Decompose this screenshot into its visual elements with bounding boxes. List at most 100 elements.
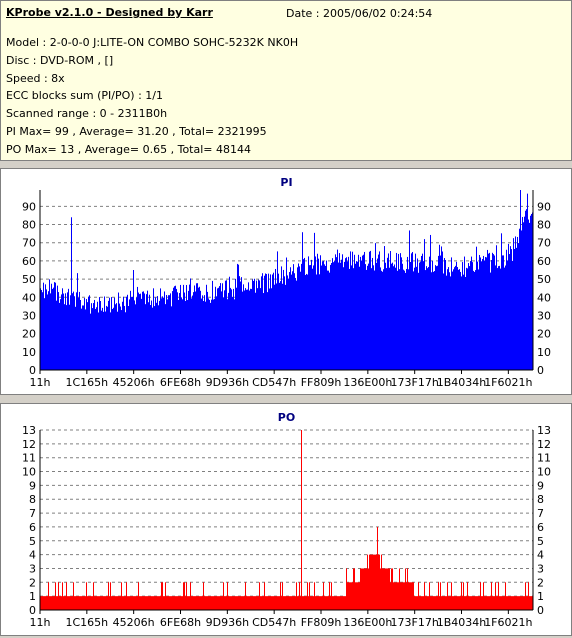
data-bar [459,596,460,610]
data-bar [438,255,439,370]
data-bar [58,582,59,610]
data-bar [326,260,327,370]
data-bar [70,596,71,610]
y-tick-label-right: 11 [537,452,551,465]
data-bar [342,254,343,370]
data-bar [43,282,44,370]
data-bar [133,270,134,370]
data-bar [283,269,284,370]
data-bar [134,596,135,610]
data-bar [208,298,209,370]
y-tick-label-left: 10 [22,466,36,479]
data-bar [428,596,429,610]
data-bar [513,596,514,610]
y-tick-label-left: 0 [29,604,36,617]
data-bar [343,267,344,370]
data-bar [85,596,86,610]
x-tick-label: 45206h [113,616,155,629]
data-bar [522,216,523,370]
data-bar [302,232,303,370]
data-bar [198,596,199,610]
data-bar [380,568,381,610]
data-bar [200,290,201,370]
data-bar [217,596,218,610]
data-bar [117,311,118,370]
data-bar [520,596,521,610]
data-bar [158,305,159,370]
data-bar [164,291,165,370]
data-bar [257,288,258,370]
data-bar [516,247,517,370]
y-tick-label-left: 50 [22,273,36,286]
data-bar [187,596,188,610]
data-bar [267,596,268,610]
y-tick-label-left: 40 [22,291,36,304]
data-bar [129,596,130,610]
data-bar [192,295,193,370]
data-bar [91,596,92,610]
data-bar [159,300,160,370]
data-bar [248,596,249,610]
data-bar [109,596,110,610]
data-bar [366,269,367,370]
data-bar [65,293,66,370]
y-tick-label-left: 70 [22,237,36,250]
data-bar [116,596,117,610]
data-bar [324,596,325,610]
data-bar [246,596,247,610]
data-bar [426,596,427,610]
data-bar [264,582,265,610]
data-bar [461,276,462,370]
data-bar [450,276,451,370]
data-bar [61,596,62,610]
data-bar [114,596,115,610]
data-bar [447,582,448,610]
data-bar [142,596,143,610]
data-bar [53,596,54,610]
data-bar [292,596,293,610]
data-bar [341,259,342,370]
data-bar [353,568,354,610]
data-bar [349,582,350,610]
data-bar [312,268,313,370]
data-bar [427,268,428,370]
data-bar [523,222,524,370]
data-bar [406,582,407,610]
data-bar [64,596,65,610]
data-bar [247,289,248,370]
data-bar [95,308,96,370]
data-bar [44,298,45,370]
info-ecc: ECC blocks sum (PI/PO) : 1/1 [6,89,163,102]
data-bar [397,582,398,610]
data-bar [279,282,280,370]
data-bar [320,596,321,610]
data-bar [139,294,140,370]
data-bar [118,292,119,370]
data-bar [451,582,452,610]
data-bar [113,307,114,370]
data-bar [214,596,215,610]
series-area [40,430,533,610]
data-bar [311,259,312,370]
data-bar [474,596,475,610]
data-bar [236,287,237,370]
data-bar [374,270,375,370]
data-bar [519,596,520,610]
data-bar [44,596,45,610]
y-tick-label-right: 50 [537,273,551,286]
data-bar [452,596,453,610]
data-bar [486,596,487,610]
data-bar [316,274,317,370]
data-bar [369,554,370,610]
data-bar [411,582,412,610]
data-bar [398,253,399,370]
data-bar [376,554,377,610]
data-bar [63,596,64,610]
data-bar [513,238,514,370]
data-bar [169,295,170,370]
data-bar [499,596,500,610]
data-bar [208,596,209,610]
data-bar [315,256,316,370]
data-bar [301,263,302,370]
data-bar [174,286,175,370]
